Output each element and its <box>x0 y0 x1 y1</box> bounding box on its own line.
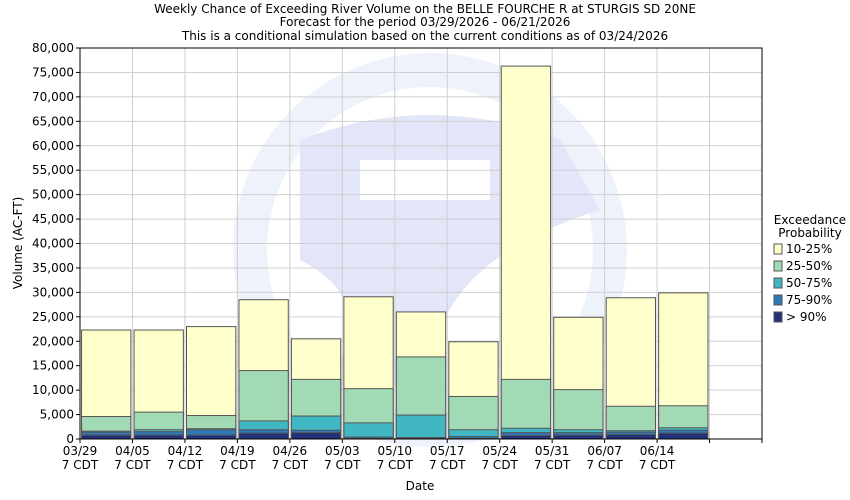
bar-90 <box>553 434 604 440</box>
chart-title-line-3: This is a conditional simulation based o… <box>181 29 668 43</box>
x-tick-label-time: 7 CDT <box>377 458 414 472</box>
y-tick-label: 60,000 <box>32 139 74 153</box>
y-tick-label: 30,000 <box>32 285 74 299</box>
y-tick-label: 35,000 <box>32 261 74 275</box>
x-tick-label-date: 05/03 <box>325 444 360 458</box>
legend-swatch <box>773 311 783 323</box>
y-tick-label: 75,000 <box>32 65 74 79</box>
x-tick-label-date: 03/29 <box>63 444 98 458</box>
x-tick-label-date: 06/07 <box>587 444 622 458</box>
x-tick-label-time: 7 CDT <box>167 458 204 472</box>
bar-90 <box>605 434 657 440</box>
legend-title-line-2: Probability <box>778 226 841 240</box>
x-tick-label-time: 7 CDT <box>429 458 466 472</box>
y-tick-label: 40,000 <box>32 237 74 251</box>
legend-entry-label: 75-90% <box>786 293 832 307</box>
legend-swatch <box>773 260 783 272</box>
x-tick-label-time: 7 CDT <box>62 458 99 472</box>
x-tick-label-date: 05/31 <box>535 444 570 458</box>
y-tick-label: 65,000 <box>32 114 74 128</box>
bar-90 <box>658 432 709 440</box>
bar-10-25 <box>500 65 552 440</box>
legend-title-line-1: Exceedance <box>774 213 846 227</box>
bar-90 <box>238 432 289 440</box>
x-tick-label-date: 04/19 <box>220 444 255 458</box>
axes <box>76 47 763 443</box>
x-tick-label-time: 7 CDT <box>272 458 309 472</box>
y-axis-label: Volume (AC-FT) <box>11 197 25 290</box>
y-tick-label: 25,000 <box>32 310 74 324</box>
y-tick-label: 45,000 <box>32 212 74 226</box>
bar-90 <box>290 432 342 440</box>
y-tick-label: 50,000 <box>32 188 74 202</box>
legend-swatch <box>773 243 783 255</box>
x-tick-label-time: 7 CDT <box>324 458 361 472</box>
x-tick-label-date: 04/12 <box>168 444 203 458</box>
x-tick-label-time: 7 CDT <box>219 458 256 472</box>
x-tick-label-date: 05/17 <box>430 444 465 458</box>
legend-swatch <box>773 294 783 306</box>
legend-swatch <box>773 277 783 289</box>
chart-title-line-1: Weekly Chance of Exceeding River Volume … <box>154 2 696 16</box>
x-tick-label-time: 7 CDT <box>586 458 623 472</box>
y-tick-label: 15,000 <box>32 359 74 373</box>
bar-90 <box>185 434 237 440</box>
y-tick-label: 80,000 <box>32 41 74 55</box>
bar-90 <box>133 434 184 440</box>
x-axis-label: Date <box>406 479 435 493</box>
y-tick-label: 70,000 <box>32 90 74 104</box>
y-tick-labels: 0 5,000 10,000 15,000 20,000 25,000 30,000 35,0… <box>32 41 74 446</box>
x-tick-label-time: 7 CDT <box>534 458 571 472</box>
legend-entry-label: 25-50% <box>786 259 832 273</box>
plot-frame <box>79 47 763 440</box>
x-tick-label-date: 04/26 <box>273 444 308 458</box>
legend-entry-label: 10-25% <box>786 242 832 256</box>
legend: Exceedance Probability 10-25% 25-50% 50-75… <box>773 213 846 324</box>
x-tick-label-time: 7 CDT <box>114 458 151 472</box>
bar-90 <box>81 434 132 440</box>
bar-50-75 <box>395 414 447 440</box>
x-tick-label-date: 05/10 <box>377 444 412 458</box>
chart-title-line-2: Forecast for the period 03/29/2026 - 06/… <box>280 15 571 29</box>
y-tick-label: 10,000 <box>32 383 74 397</box>
legend-entry-label: 50-75% <box>786 276 832 290</box>
x-tick-label-date: 06/14 <box>640 444 675 458</box>
y-tick-label: 55,000 <box>32 163 74 177</box>
y-tick-label: 5,000 <box>40 408 74 422</box>
legend-entry-label: > 90% <box>786 310 827 324</box>
x-tick-label-time: 7 CDT <box>481 458 518 472</box>
x-tick-label-date: 05/24 <box>482 444 517 458</box>
x-tick-label-time: 7 CDT <box>639 458 676 472</box>
x-tick-label-date: 04/05 <box>115 444 150 458</box>
bar-90 <box>500 435 552 440</box>
y-tick-label: 20,000 <box>32 334 74 348</box>
y-tick-label: 0 <box>66 432 74 446</box>
